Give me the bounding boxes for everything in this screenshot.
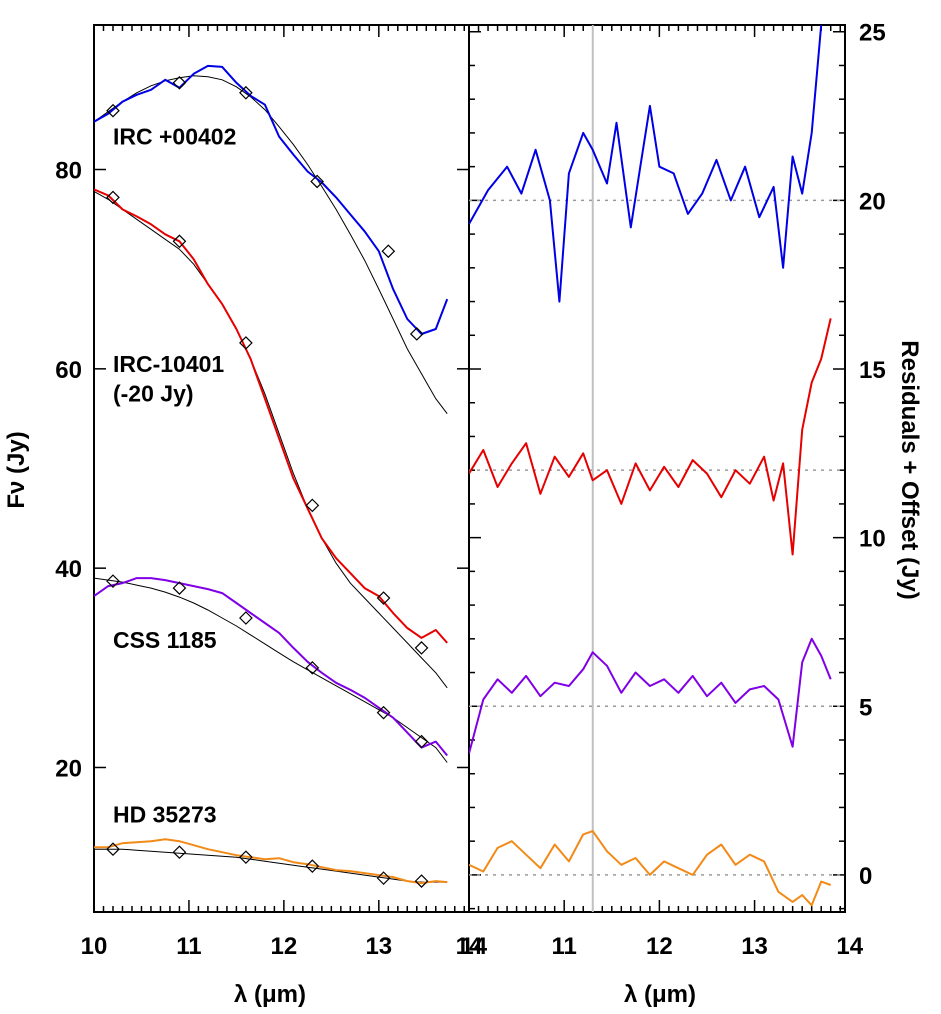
series-line	[469, 830, 832, 907]
left-y-axis-title: Fν (Jy)	[3, 431, 30, 508]
series-annotation: CSS 1185	[113, 627, 217, 653]
left-x-tick-label: 10	[81, 933, 108, 960]
fit-point-marker	[414, 641, 429, 655]
left-plot-area	[94, 64, 449, 888]
right-y-tick-label: 10	[859, 526, 886, 553]
fit-point-marker	[414, 874, 429, 888]
fit-point-marker	[305, 859, 320, 874]
fit-curve	[94, 848, 448, 883]
series-line	[469, 318, 832, 556]
left-x-tick-label: 12	[271, 933, 298, 960]
series-line	[94, 838, 448, 885]
left-x-tick-label: 11	[176, 933, 201, 960]
fit-point-marker	[305, 660, 320, 675]
fit-point-marker	[239, 611, 253, 625]
series-annotation: HD 35273	[113, 801, 217, 827]
fit-curve	[94, 577, 448, 763]
fit-point-marker	[381, 244, 396, 259]
series-line	[94, 188, 448, 644]
right-x-tick-label: 13	[741, 933, 768, 960]
fit-point-marker	[414, 734, 429, 749]
series-annotation: (-20 Jy)	[113, 381, 194, 407]
left-plot-frame	[93, 24, 470, 913]
fit-point-marker	[239, 336, 253, 350]
fit-point-marker	[106, 103, 120, 118]
fit-point-marker	[106, 190, 120, 205]
series-line	[469, 25, 823, 303]
fit-point-marker	[310, 174, 324, 189]
right-x-tick-label: 14	[456, 933, 483, 960]
right-x-tick-label: 12	[646, 933, 673, 960]
right-x-tick-label: 14	[836, 933, 863, 960]
fit-point-marker	[172, 75, 187, 90]
right-y-tick-label: 25	[859, 20, 886, 47]
left-y-tick-label: 80	[55, 158, 82, 185]
right-x-tick-label: 11	[552, 933, 577, 960]
fit-point-marker	[409, 327, 424, 341]
right-y-tick-label: 0	[859, 863, 872, 890]
left-panel: 10 11 12 13 14 20 40 60 80 IRC +00402 IRC-10401 (-2…	[55, 24, 488, 960]
fit-point-marker	[239, 85, 253, 100]
series-annotation: IRC-10401	[113, 351, 224, 377]
left-y-tick-label: 20	[55, 755, 82, 782]
right-panel: 14 11 12 13 14 0 5 10 15 20 25	[456, 20, 886, 960]
fit-point-marker	[376, 591, 391, 605]
fit-point-marker	[172, 581, 187, 595]
series-annotation: IRC +00402	[113, 124, 236, 150]
fit-point-marker	[106, 574, 120, 588]
left-x-tick-label: 14	[460, 933, 487, 960]
left-x-tick-label: 13	[365, 933, 392, 960]
fit-point-marker	[376, 871, 391, 885]
left-x-axis-title: λ (μm)	[234, 981, 306, 1008]
series-line	[94, 64, 449, 335]
right-y-tick-label: 15	[859, 357, 886, 384]
fit-point-marker	[172, 845, 187, 860]
fit-point-marker	[376, 705, 391, 720]
right-plot-area	[469, 25, 845, 912]
right-y-axis-title: Residuals + Offset (Jy)	[896, 340, 923, 599]
fit-point-marker	[239, 850, 253, 865]
right-y-tick-label: 20	[859, 188, 886, 215]
left-y-tick-label: 60	[55, 357, 82, 384]
fit-curve	[94, 190, 448, 689]
right-x-axis-title: λ (μm)	[624, 981, 696, 1008]
series-line	[94, 577, 448, 757]
fit-point-marker	[305, 498, 320, 513]
right-plot-frame	[468, 24, 846, 913]
right-y-tick-label: 5	[859, 694, 872, 721]
fit-point-marker	[106, 842, 120, 857]
fit-point-marker	[172, 234, 187, 249]
series-line	[469, 637, 832, 754]
left-y-tick-label: 40	[55, 556, 82, 583]
